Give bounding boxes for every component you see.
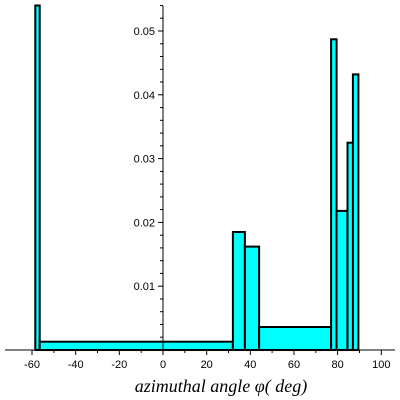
x-tick-label: 80	[331, 359, 343, 371]
x-tick-label: 60	[288, 359, 300, 371]
y-tick-label: 0.03	[134, 154, 155, 166]
histogram-bar-5	[258, 326, 333, 351]
histogram-bar-9	[351, 73, 360, 352]
histogram-bar-7	[335, 209, 349, 351]
y-tick-label: 0.02	[134, 217, 155, 229]
x-tick-label: -40	[68, 359, 84, 371]
axes-group	[5, 6, 395, 351]
x-tick-label: 20	[201, 359, 213, 371]
x-tick-label: 0	[160, 359, 166, 371]
histogram-bar-1	[34, 4, 41, 351]
histogram-bar-3	[231, 231, 246, 351]
x-tick-label: 100	[372, 359, 390, 371]
bars-group	[34, 4, 360, 352]
x-tick-label: -20	[111, 359, 127, 371]
x-tick-label: 40	[244, 359, 256, 371]
x-tick-label: -60	[24, 359, 40, 371]
y-tick-label: 0.04	[134, 90, 155, 102]
y-tick-label: 0.01	[134, 281, 155, 293]
y-tick-label: 0.05	[134, 26, 155, 38]
x-axis-title: azimuthal angle φ( deg)	[135, 376, 307, 397]
histogram-bar-4	[243, 245, 261, 352]
ticks-group: -60 -40 -20 0 20 40 60 80 100 0.01 0.02 0.03 0.04 0.0…	[24, 5, 390, 371]
histogram-bar-2	[38, 340, 234, 352]
